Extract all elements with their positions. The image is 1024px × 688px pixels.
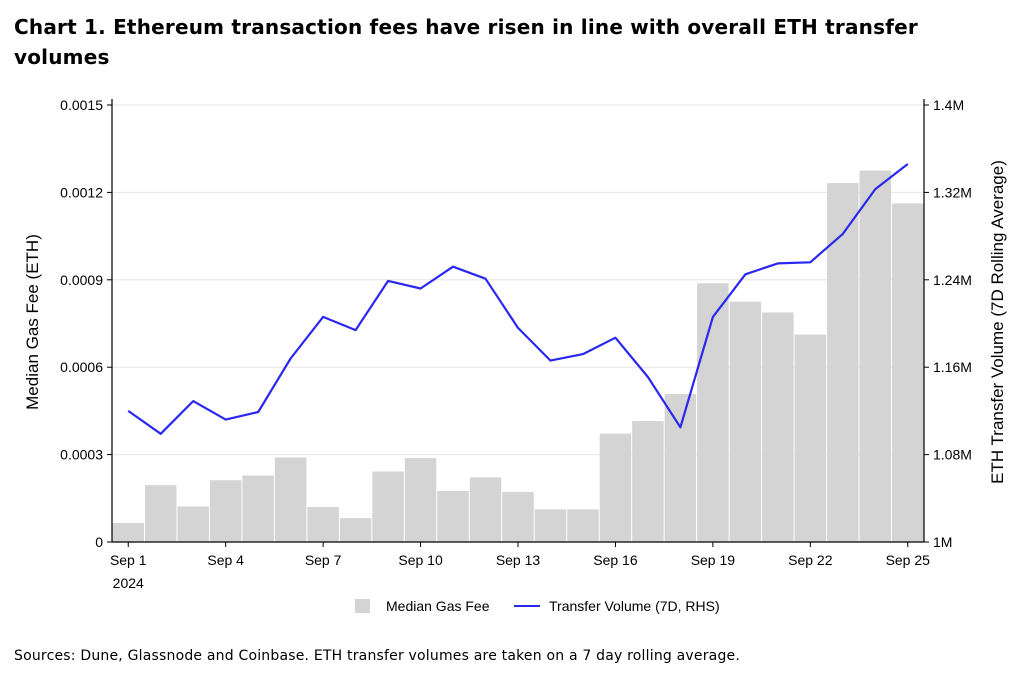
x-tick-label: Sep 10 bbox=[398, 552, 443, 568]
legend-label-transfer-volume: Transfer Volume (7D, RHS) bbox=[549, 598, 720, 614]
x-tick-label: Sep 7 bbox=[305, 552, 342, 568]
y-tick-label-right: 1.16M bbox=[933, 359, 972, 375]
bar bbox=[534, 509, 567, 542]
bar bbox=[729, 301, 762, 542]
y-tick-label-left: 0.0009 bbox=[60, 272, 103, 288]
bar bbox=[209, 480, 242, 542]
bar bbox=[469, 477, 502, 542]
y-tick-label-right: 1.32M bbox=[933, 184, 972, 200]
source-note: Sources: Dune, Glassnode and Coinbase. E… bbox=[14, 648, 741, 664]
y-tick-label-left: 0.0006 bbox=[60, 359, 103, 375]
x-tick-label: Sep 22 bbox=[788, 552, 833, 568]
bar bbox=[632, 421, 664, 542]
bar bbox=[859, 170, 892, 543]
bar bbox=[502, 491, 534, 542]
bar bbox=[112, 523, 144, 542]
bar bbox=[339, 518, 372, 542]
y-tick-label-left: 0.0012 bbox=[60, 184, 103, 200]
bar bbox=[697, 283, 729, 542]
bar-series-median-gas-fee bbox=[112, 170, 924, 543]
bar bbox=[242, 475, 274, 542]
bar bbox=[892, 203, 924, 542]
line-series-transfer-volume bbox=[127, 163, 909, 435]
chart: 0 0.0003 0.0006 0.0009 0.0012 0.0015 1M 1.08M 1.… bbox=[23, 97, 1007, 614]
x-tick-label: Sep 16 bbox=[593, 552, 638, 568]
bar bbox=[372, 471, 404, 542]
bar bbox=[599, 433, 632, 542]
tick-labels: 0 0.0003 0.0006 0.0009 0.0012 0.0015 1M 1.08M 1.… bbox=[60, 97, 972, 591]
bar bbox=[567, 509, 599, 542]
axes bbox=[107, 99, 929, 547]
x-tick-label: Sep 19 bbox=[691, 552, 736, 568]
y-tick-label-right: 1M bbox=[933, 534, 952, 550]
bar bbox=[404, 458, 437, 542]
x-tick-label: Sep 25 bbox=[886, 552, 931, 568]
bar bbox=[794, 334, 827, 542]
x-tick-label: Sep 4 bbox=[207, 552, 244, 568]
legend: Median Gas Fee Transfer Volume (7D, RHS) bbox=[355, 598, 720, 614]
bar bbox=[664, 394, 697, 542]
y-tick-label-right: 1.4M bbox=[933, 97, 964, 113]
y-tick-label-left: 0.0015 bbox=[60, 97, 103, 113]
legend-label-median-gas-fee: Median Gas Fee bbox=[386, 598, 490, 614]
y-tick-label-left: 0.0003 bbox=[60, 447, 103, 463]
bar bbox=[307, 507, 339, 542]
legend-swatch-median-gas-fee bbox=[355, 599, 370, 613]
chart-title: Chart 1. Ethereum transaction fees have … bbox=[14, 15, 918, 69]
bar bbox=[827, 183, 859, 542]
y-axis-label-right: ETH Transfer Volume (7D Rolling Average) bbox=[988, 160, 1007, 484]
y-tick-label-left: 0 bbox=[95, 534, 103, 550]
bar bbox=[144, 485, 177, 542]
x-tick-label: Sep 1 bbox=[110, 552, 147, 568]
transfer-volume-line bbox=[127, 163, 909, 435]
x-tick-label: Sep 13 bbox=[496, 552, 541, 568]
bar bbox=[274, 457, 307, 542]
x-tick-sublabel: 2024 bbox=[113, 575, 144, 591]
bar bbox=[437, 491, 469, 542]
bar bbox=[762, 312, 794, 542]
bar bbox=[177, 506, 209, 542]
y-tick-label-right: 1.24M bbox=[933, 272, 972, 288]
y-tick-label-right: 1.08M bbox=[933, 447, 972, 463]
y-axis-label-left: Median Gas Fee (ETH) bbox=[23, 234, 42, 410]
